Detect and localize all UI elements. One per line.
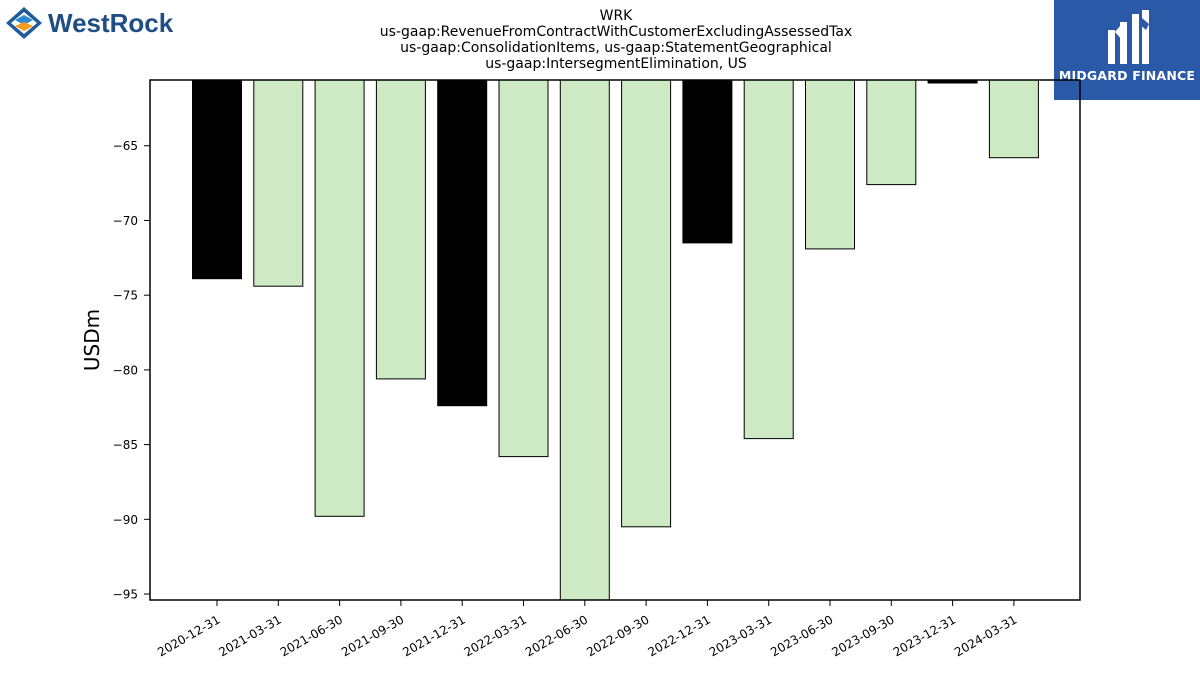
y-ticks-group: −65 −70 −75 −80 −85 −90 −95 [113, 139, 150, 602]
y-tick-label: −95 [113, 588, 138, 602]
westrock-logo: WestRock [4, 4, 184, 44]
midgard-finance-logo: MIDGARD FINANCE [1054, 0, 1200, 100]
westrock-logo-mark-icon [6, 7, 42, 39]
x-tick-label: 2023-09-30 [829, 612, 896, 659]
x-tick-label: 2022-12-31 [645, 612, 712, 659]
bar-2022-06-30 [559, 79, 610, 601]
x-tick-label: 2022-03-31 [462, 612, 529, 659]
bar-2022-12-31 [682, 79, 733, 244]
x-tick-label: 2021-06-30 [278, 612, 345, 659]
y-axis-label: USDm [80, 309, 104, 371]
bar-2022-03-31 [498, 79, 549, 458]
bars-group [192, 79, 1039, 601]
bar-2020-12-31 [192, 79, 242, 280]
chart-title-line-1: WRK [599, 8, 633, 24]
x-tick-label: 2021-12-31 [400, 612, 467, 659]
bar-2021-09-30 [375, 79, 426, 380]
bar-2022-09-30 [621, 79, 672, 528]
bar-2021-06-30 [314, 79, 365, 517]
bar-2021-03-31 [253, 79, 304, 287]
midgard-logo-text: MIDGARD FINANCE [1058, 68, 1196, 83]
x-tick-label: 2020-12-31 [155, 612, 222, 659]
x-tick-label: 2023-06-30 [768, 612, 835, 659]
y-tick-label: −90 [113, 513, 138, 527]
x-tick-label: 2024-03-31 [952, 612, 1019, 659]
westrock-logo-text: WestRock [48, 8, 174, 38]
bar-2024-03-31 [988, 79, 1039, 159]
y-tick-label: −75 [113, 289, 138, 303]
y-tick-label: −80 [113, 363, 138, 377]
x-tick-label: 2022-06-30 [523, 612, 590, 659]
y-tick-label: −70 [113, 214, 138, 228]
chart-title-line-4: us-gaap:IntersegmentElimination, US [485, 56, 747, 72]
y-tick-label: −85 [113, 438, 138, 452]
x-tick-label: 2021-03-31 [216, 612, 283, 659]
midgard-logo-mark-icon [1108, 10, 1149, 64]
plot-frame [149, 79, 1081, 601]
chart-title-line-3: us-gaap:ConsolidationItems, us-gaap:Stat… [400, 40, 832, 56]
x-ticks-group: 2020-12-312021-03-312021-06-302021-09-30… [155, 600, 1019, 659]
bar-2023-06-30 [805, 79, 855, 250]
chart-title-line-2: us-gaap:RevenueFromContractWithCustomerE… [379, 24, 853, 40]
x-tick-label: 2023-12-31 [891, 612, 958, 659]
axes-group [149, 79, 1081, 601]
x-tick-label: 2021-09-30 [339, 612, 406, 659]
bar-2021-12-31 [437, 79, 488, 407]
bar-2023-09-30 [866, 79, 917, 186]
bar-2023-03-31 [743, 79, 794, 440]
x-tick-label: 2022-09-30 [584, 612, 651, 659]
x-tick-label: 2023-03-31 [707, 612, 774, 659]
y-tick-label: −65 [113, 139, 138, 153]
